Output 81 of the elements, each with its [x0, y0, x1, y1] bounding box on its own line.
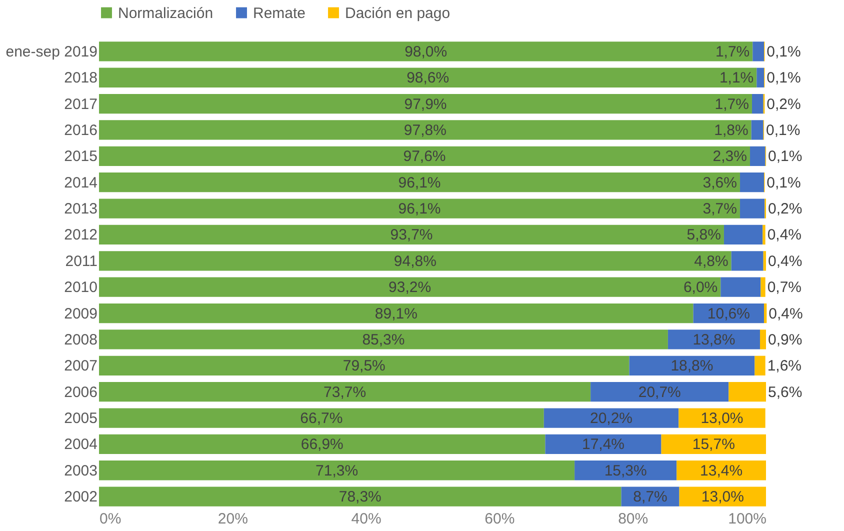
y-tick-label: 2017	[64, 96, 98, 113]
data-label: 13,8%	[692, 331, 736, 348]
y-tick-label: 2004	[64, 436, 98, 454]
x-tick-label: 20%	[218, 510, 248, 528]
data-label: 10,6%	[707, 305, 750, 322]
y-tick-label: 2011	[65, 252, 98, 270]
data-label: 3,6%	[702, 174, 737, 192]
data-label: 17,4%	[582, 436, 625, 454]
data-label: 66,9%	[300, 436, 344, 454]
data-label: 97,9%	[404, 96, 447, 113]
y-tick-label: 2006	[64, 384, 98, 401]
y-tick-label: 2018	[64, 70, 98, 87]
data-label: 0,4%	[767, 226, 802, 244]
data-label: 8,7%	[633, 488, 668, 506]
data-label: 0,1%	[766, 122, 800, 139]
data-label: 0,7%	[767, 279, 802, 296]
data-label: 1,6%	[767, 358, 802, 375]
data-label: 1,7%	[714, 96, 749, 113]
data-label: 6,0%	[683, 279, 718, 296]
y-tick-label: 2013	[64, 200, 98, 218]
x-tick-label: 60%	[484, 510, 515, 528]
data-label: 0,1%	[766, 43, 801, 60]
data-label: 0,1%	[766, 174, 801, 192]
x-tick-label: 80%	[618, 510, 648, 528]
legend-label: Normalización	[118, 4, 214, 22]
y-tick-label: 2003	[64, 462, 98, 480]
y-tick-label: 2012	[64, 226, 98, 244]
x-tick-label: 40%	[351, 510, 382, 528]
data-label: 2,3%	[712, 148, 747, 166]
data-label: 1,7%	[715, 43, 750, 60]
data-label: 20,7%	[638, 384, 681, 401]
y-tick-label: 2009	[64, 305, 98, 322]
y-tick-label: 2005	[64, 410, 98, 428]
data-label: 73,7%	[324, 384, 366, 401]
data-label: 0,9%	[768, 331, 802, 348]
data-label: 5,6%	[768, 384, 802, 401]
data-label: 66,7%	[300, 410, 343, 428]
data-label: 0,2%	[766, 96, 801, 113]
data-label: 96,1%	[398, 200, 441, 218]
data-label: 89,1%	[374, 305, 418, 322]
data-label: 3,7%	[702, 200, 737, 218]
data-label: 18,8%	[670, 358, 714, 375]
data-label: 4,8%	[694, 252, 728, 270]
y-tick-label: 2014	[64, 174, 98, 192]
data-label: 98,0%	[404, 43, 448, 60]
data-label: 15,7%	[692, 436, 735, 454]
data-label: 13,0%	[700, 410, 744, 428]
data-label: 1,8%	[714, 122, 748, 139]
data-label: 79,5%	[342, 358, 386, 375]
y-tick-label: ene-sep 2019	[6, 43, 98, 60]
data-label: 0,1%	[766, 70, 801, 87]
data-label: 15,3%	[604, 462, 647, 480]
legend-label: Remate	[253, 4, 306, 22]
data-label: 98,6%	[406, 70, 450, 87]
data-label: 78,3%	[338, 488, 382, 506]
data-label: 0,2%	[768, 200, 802, 218]
data-label: 20,2%	[590, 410, 633, 428]
x-tick-label: 100%	[728, 510, 766, 528]
y-tick-label: 2010	[64, 279, 98, 296]
data-label: 94,8%	[394, 252, 436, 270]
y-tick-label: 2016	[64, 122, 98, 139]
data-label: 85,3%	[362, 331, 405, 348]
y-tick-label: 2007	[64, 358, 98, 375]
data-label: 96,1%	[398, 174, 441, 192]
data-label: 13,0%	[701, 488, 744, 506]
data-label: 0,4%	[768, 305, 803, 322]
data-label: 13,4%	[700, 462, 743, 480]
data-label: 5,8%	[686, 226, 721, 244]
y-tick-label: 2008	[64, 331, 98, 348]
x-tick-label: 0%	[100, 510, 122, 528]
data-label: 93,2%	[388, 279, 432, 296]
data-label: 93,7%	[390, 226, 433, 244]
data-label: 1,1%	[719, 70, 754, 87]
data-label: 97,8%	[404, 122, 446, 139]
data-label: 0,4%	[768, 252, 802, 270]
y-tick-label: 2015	[64, 148, 98, 166]
data-label: 0,1%	[768, 148, 802, 166]
data-label: 97,6%	[403, 148, 446, 166]
legend-label: Dación en pago	[345, 4, 450, 22]
y-tick-label: 2002	[64, 488, 98, 506]
data-label: 71,3%	[316, 462, 358, 480]
